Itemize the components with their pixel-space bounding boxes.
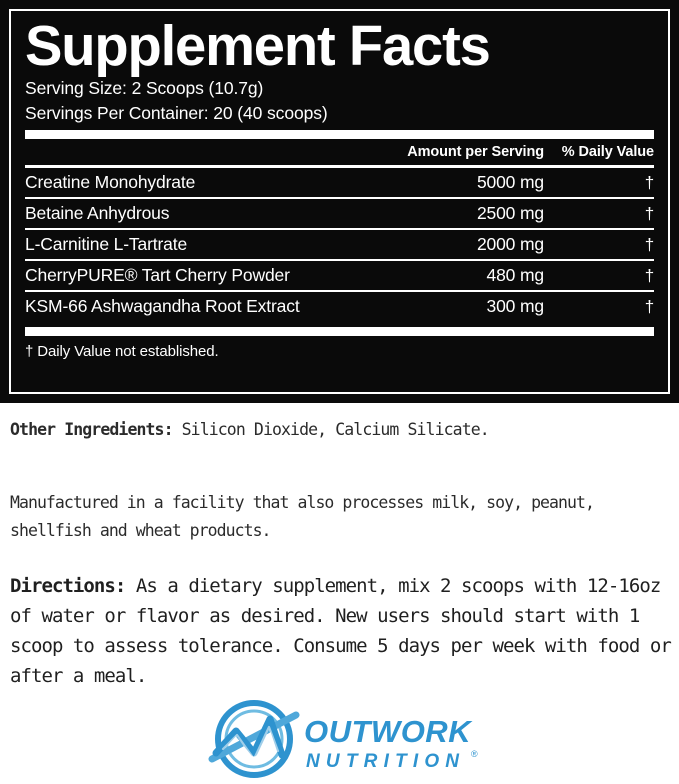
supplement-facts-panel: Supplement Facts Serving Size: 2 Scoops … <box>0 0 679 403</box>
ingredient-amount: 300 mg <box>486 296 545 317</box>
ingredient-name: L-Carnitine L-Tartrate <box>25 234 188 255</box>
ingredient-name: Creatine Monohydrate <box>25 172 196 193</box>
serving-size-line: Serving Size: 2 Scoops (10.7g) <box>25 77 264 98</box>
ingredient-daily-value: † <box>644 173 654 193</box>
table-row: Betaine Anhydrous 2500 mg † <box>25 199 654 228</box>
ingredient-amount: 2000 mg <box>476 234 544 255</box>
directions-label: Directions: <box>10 575 126 597</box>
other-ingredients-label: Other Ingredients: <box>10 420 174 439</box>
divider-thick-top <box>25 130 654 140</box>
table-row: L-Carnitine L-Tartrate 2000 mg † <box>25 230 654 259</box>
directions-text: As a dietary supplement, mix 2 scoops wi… <box>10 575 672 688</box>
logo-sub-text: NUTRITION <box>306 751 465 772</box>
row-divider <box>25 259 654 262</box>
supplement-facts-inner-border: Supplement Facts Serving Size: 2 Scoops … <box>9 9 670 394</box>
ingredient-daily-value: † <box>644 204 654 224</box>
ingredient-amount: 5000 mg <box>476 172 544 193</box>
column-header-daily-value: % Daily Value <box>561 144 654 161</box>
logo-registered-icon: ® <box>471 749 478 759</box>
row-divider <box>25 197 654 200</box>
ingredient-amount: 2500 mg <box>476 203 544 224</box>
logo-brand-text: OUTWORK <box>304 714 473 749</box>
column-headers: Amount per Serving % Daily Value <box>25 139 654 165</box>
servings-per-container-line: Servings Per Container: 20 (40 scoops) <box>25 102 328 123</box>
ingredient-name: Betaine Anhydrous <box>25 203 170 224</box>
divider-thick-bottom <box>25 327 654 337</box>
panel-title: Supplement Facts <box>25 14 491 78</box>
ingredient-daily-value: † <box>644 266 654 286</box>
ingredient-daily-value: † <box>644 235 654 255</box>
divider-below-headers <box>25 165 654 169</box>
column-header-amount: Amount per Serving <box>407 144 544 161</box>
ingredient-name: CherryPURE® Tart Cherry Powder <box>25 265 290 286</box>
directions: Directions: As a dietary supplement, mix… <box>10 571 674 691</box>
brand-logo: OUTWORK NUTRITION ® <box>196 697 486 781</box>
ingredient-amount: 480 mg <box>486 265 545 286</box>
other-ingredients-text: Silicon Dioxide, Calcium Silicate. <box>172 420 490 439</box>
outwork-mark-icon <box>208 700 300 778</box>
table-row: CherryPURE® Tart Cherry Powder 480 mg † <box>25 261 654 290</box>
ingredient-name: KSM-66 Ashwagandha Root Extract <box>25 296 300 317</box>
table-row: KSM-66 Ashwagandha Root Extract 300 mg † <box>25 292 654 321</box>
table-row: Creatine Monohydrate 5000 mg † <box>25 168 654 197</box>
ingredient-daily-value: † <box>644 297 654 317</box>
row-divider <box>25 290 654 293</box>
allergen-statement: Manufactured in a facility that also pro… <box>10 493 595 541</box>
other-ingredients: Other Ingredients: Silicon Dioxide, Calc… <box>10 420 674 439</box>
daily-value-footnote: † Daily Value not established. <box>25 343 219 361</box>
row-divider <box>25 228 654 231</box>
